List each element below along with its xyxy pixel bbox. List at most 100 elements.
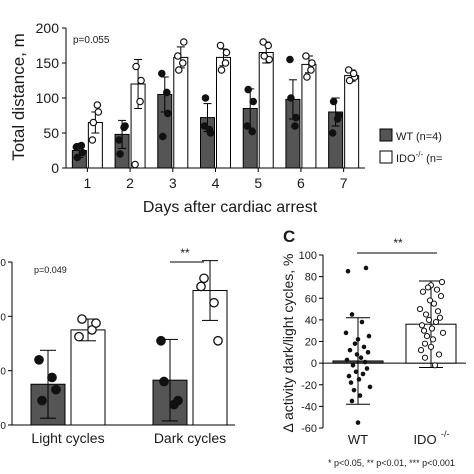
data-point — [217, 66, 226, 74]
data-point — [328, 129, 337, 137]
data-point-wt — [343, 330, 349, 336]
data-point — [77, 314, 87, 324]
data-point — [209, 297, 219, 308]
data-point — [222, 48, 231, 57]
data-point-ido — [426, 297, 434, 304]
panel-c-ytick-label: 60 — [305, 293, 317, 305]
data-point-ido — [436, 314, 444, 321]
data-point — [116, 150, 124, 158]
data-point — [137, 76, 145, 85]
panel-a-ytick-label: 100 — [36, 90, 60, 106]
data-point-ido — [431, 362, 439, 369]
data-point-ido — [433, 286, 441, 293]
data-point-ido — [422, 311, 430, 318]
data-point — [34, 354, 44, 365]
data-point-wt — [345, 268, 351, 274]
data-point-wt — [351, 387, 357, 393]
panel-c-ytick-label: -60 — [301, 423, 317, 435]
legend-ido-swatch — [379, 150, 393, 164]
data-point-wt — [362, 359, 368, 365]
panel-a-xtick-label: 4 — [212, 175, 220, 191]
data-point — [286, 55, 294, 64]
data-point-ido — [428, 325, 436, 332]
panel-a-xtick-label: 7 — [340, 175, 348, 191]
data-point — [302, 52, 310, 60]
panel-c-ytick-label: -20 — [301, 380, 317, 392]
panel-a-ytick-label: 200 — [36, 20, 60, 36]
panel-b-annotation: p=0.049 — [34, 265, 67, 275]
data-point — [213, 335, 223, 346]
panel-a-xtick-label: 5 — [254, 175, 262, 191]
data-point — [178, 59, 187, 67]
data-point-wt — [357, 393, 363, 398]
data-point — [221, 59, 230, 67]
data-point — [344, 66, 353, 74]
data-point-wt — [365, 350, 371, 355]
panel-c-significance: ** — [393, 236, 403, 250]
data-point-ido — [427, 343, 435, 351]
bar — [216, 56, 231, 169]
legend-ido-label: IDO-/- (n= — [396, 150, 442, 165]
data-point-wt — [367, 384, 373, 390]
data-point-ido — [430, 300, 438, 307]
data-point — [163, 109, 172, 118]
panel-a-annotation: p=0.055 — [73, 35, 110, 46]
panel-a-xtick-label: 1 — [83, 175, 91, 191]
data-point-wt — [349, 312, 355, 317]
panel-a-xtick-label: 2 — [126, 175, 134, 191]
data-point — [201, 94, 210, 102]
data-point — [47, 372, 57, 383]
data-point — [244, 85, 253, 94]
data-point — [200, 122, 209, 130]
data-point — [93, 101, 102, 109]
data-point — [77, 141, 86, 150]
data-point — [88, 136, 97, 144]
data-point-wt — [350, 362, 356, 368]
panel-c-ylabel: Δ activity dark/light cycles, % — [280, 254, 296, 433]
bar — [258, 52, 274, 169]
data-point-wt — [361, 344, 367, 350]
panel-a-ytick-label: 150 — [36, 55, 60, 71]
data-point — [248, 127, 257, 136]
data-point-ido — [437, 292, 445, 300]
data-point — [264, 41, 273, 50]
data-point — [158, 132, 167, 141]
panel-c-ytick-label: 100 — [299, 250, 317, 262]
panel-b-ytick-label: 00 — [0, 312, 6, 323]
data-point — [349, 69, 358, 78]
panel-a-xtick-label: 3 — [169, 175, 177, 191]
data-point-ido — [429, 336, 437, 343]
data-point — [120, 123, 128, 132]
data-point-ido — [417, 347, 425, 354]
data-point — [37, 395, 47, 406]
data-point — [259, 38, 268, 46]
panel-b-ytick-label: 00 — [0, 421, 6, 432]
panel-b-ytick-label: 00 — [0, 258, 6, 269]
data-point-ido — [435, 351, 443, 358]
panel-c-xtick-label: IDO — [413, 432, 436, 447]
panel-c-label: C — [283, 227, 295, 246]
data-point-wt — [360, 371, 366, 377]
data-point — [78, 148, 87, 157]
data-point-wt — [353, 369, 359, 375]
data-point — [159, 376, 169, 387]
panel-b-ytick-label: 00 — [0, 367, 6, 378]
panel-a-ylabel: Total distance, m — [9, 33, 28, 161]
data-point — [131, 160, 139, 169]
data-point — [162, 88, 171, 97]
data-point — [94, 108, 103, 116]
panel-a-ytick-label: 0 — [51, 160, 59, 176]
data-point — [292, 113, 300, 122]
data-point — [265, 55, 274, 64]
data-point-ido — [438, 278, 446, 286]
data-point-ido — [419, 288, 427, 295]
data-point-wt — [355, 420, 361, 425]
data-point — [243, 122, 252, 130]
data-point-ido — [416, 305, 424, 313]
data-point-ido — [439, 329, 447, 336]
legend-wt-swatch — [379, 128, 393, 142]
data-point — [199, 273, 209, 284]
panel-a-xtick-label: 6 — [297, 175, 305, 191]
data-point — [173, 395, 183, 406]
data-point-wt — [355, 337, 361, 342]
